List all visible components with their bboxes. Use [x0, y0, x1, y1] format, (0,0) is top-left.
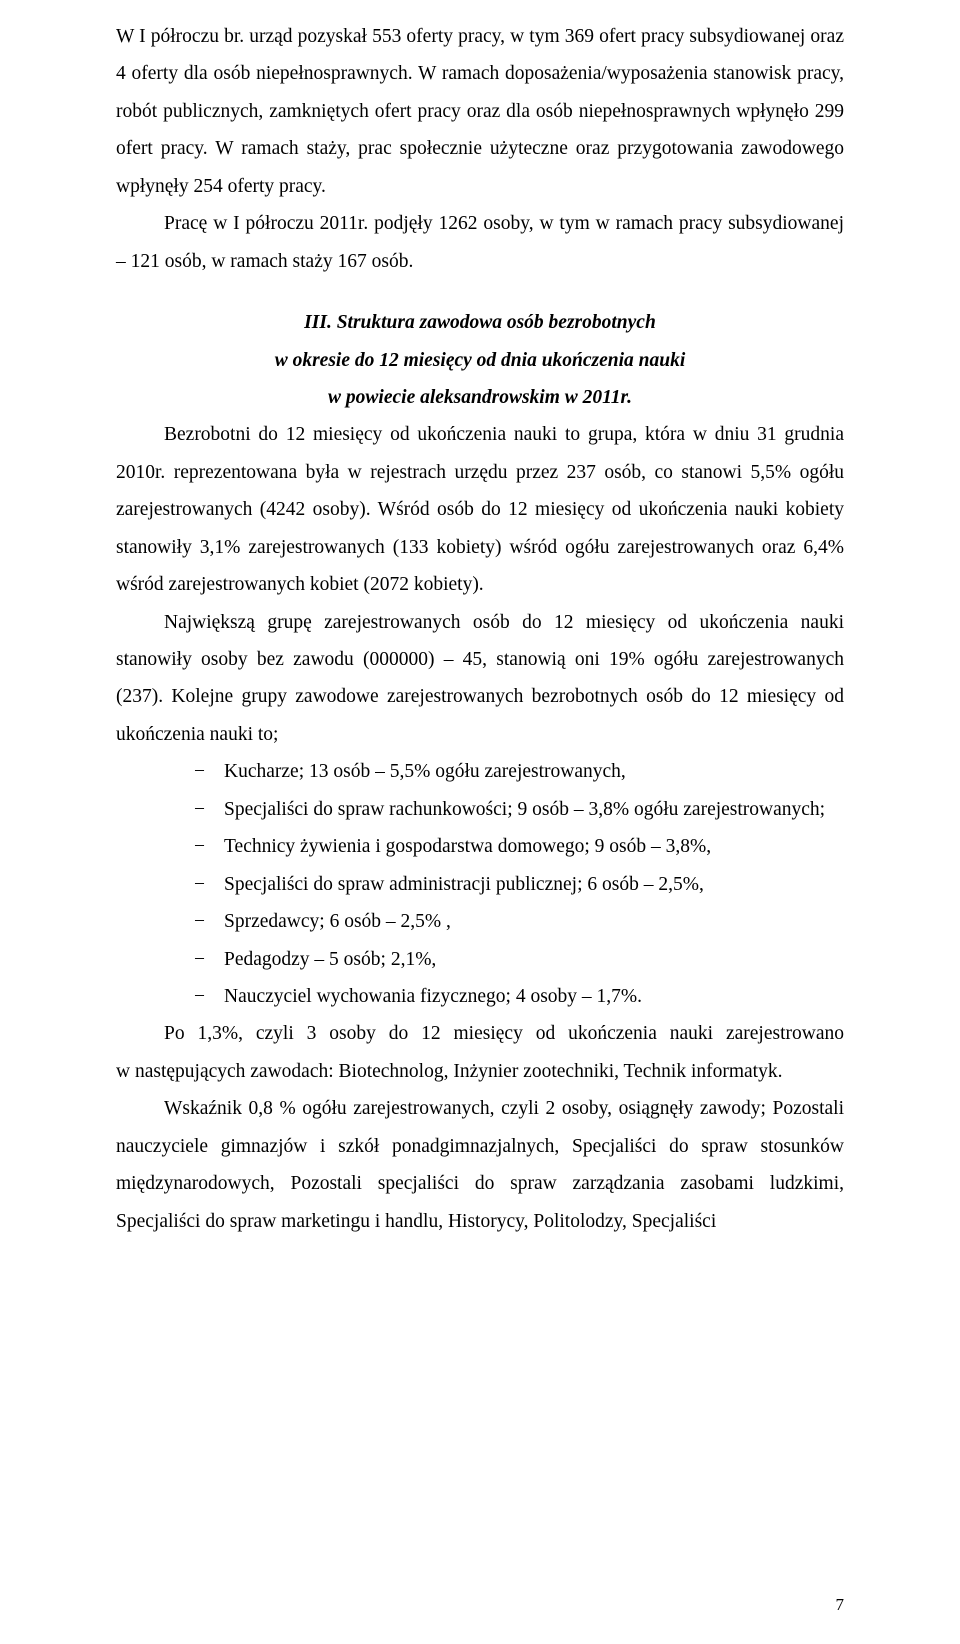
section-title-line2: w okresie do 12 miesięcy od dnia ukończe…: [116, 342, 844, 379]
bullet-item: − Technicy żywienia i gospodarstwa domow…: [116, 828, 844, 865]
bullet-list: − Kucharze; 13 osób – 5,5% ogółu zarejes…: [116, 753, 844, 1015]
paragraph-1: W I półroczu br. urząd pozyskał 553 ofer…: [116, 18, 844, 205]
bullet-item: − Specjaliści do spraw rachunkowości; 9 …: [116, 791, 844, 828]
bullet-text: Nauczyciel wychowania fizycznego; 4 osob…: [224, 978, 844, 1015]
dash-icon: −: [116, 903, 224, 940]
dash-icon: −: [116, 978, 224, 1015]
paragraph-2: Pracę w I półroczu 2011r. podjęły 1262 o…: [116, 205, 844, 280]
bullet-item: − Nauczyciel wychowania fizycznego; 4 os…: [116, 978, 844, 1015]
dash-icon: −: [116, 828, 224, 865]
paragraph-3: Bezrobotni do 12 miesięcy od ukończenia …: [116, 416, 844, 603]
bullet-item: − Pedagodzy – 5 osób; 2,1%,: [116, 941, 844, 978]
bullet-item: − Kucharze; 13 osób – 5,5% ogółu zarejes…: [116, 753, 844, 790]
bullet-text: Sprzedawcy; 6 osób – 2,5% ,: [224, 903, 844, 940]
section-title: III. Struktura zawodowa osób bezrobotnyc…: [116, 304, 844, 416]
bullet-item: − Sprzedawcy; 6 osób – 2,5% ,: [116, 903, 844, 940]
dash-icon: −: [116, 941, 224, 978]
bullet-item: − Specjaliści do spraw administracji pub…: [116, 866, 844, 903]
bullet-text: Kucharze; 13 osób – 5,5% ogółu zarejestr…: [224, 753, 844, 790]
paragraph-6: Wskaźnik 0,8 % ogółu zarejestrowanych, c…: [116, 1090, 844, 1240]
dash-icon: −: [116, 866, 224, 903]
bullet-text: Specjaliści do spraw rachunkowości; 9 os…: [224, 791, 844, 828]
page-number: 7: [836, 1589, 845, 1622]
document-page: W I półroczu br. urząd pozyskał 553 ofer…: [0, 0, 960, 1644]
paragraph-5: Po 1,3%, czyli 3 osoby do 12 miesięcy od…: [116, 1015, 844, 1090]
section-title-line3: w powiecie aleksandrowskim w 2011r.: [116, 379, 844, 416]
section-title-line1: III. Struktura zawodowa osób bezrobotnyc…: [116, 304, 844, 341]
bullet-text: Technicy żywienia i gospodarstwa domoweg…: [224, 828, 844, 865]
paragraph-4: Największą grupę zarejestrowanych osób d…: [116, 604, 844, 754]
dash-icon: −: [116, 791, 224, 828]
bullet-text: Specjaliści do spraw administracji publi…: [224, 866, 844, 903]
bullet-text: Pedagodzy – 5 osób; 2,1%,: [224, 941, 844, 978]
dash-icon: −: [116, 753, 224, 790]
